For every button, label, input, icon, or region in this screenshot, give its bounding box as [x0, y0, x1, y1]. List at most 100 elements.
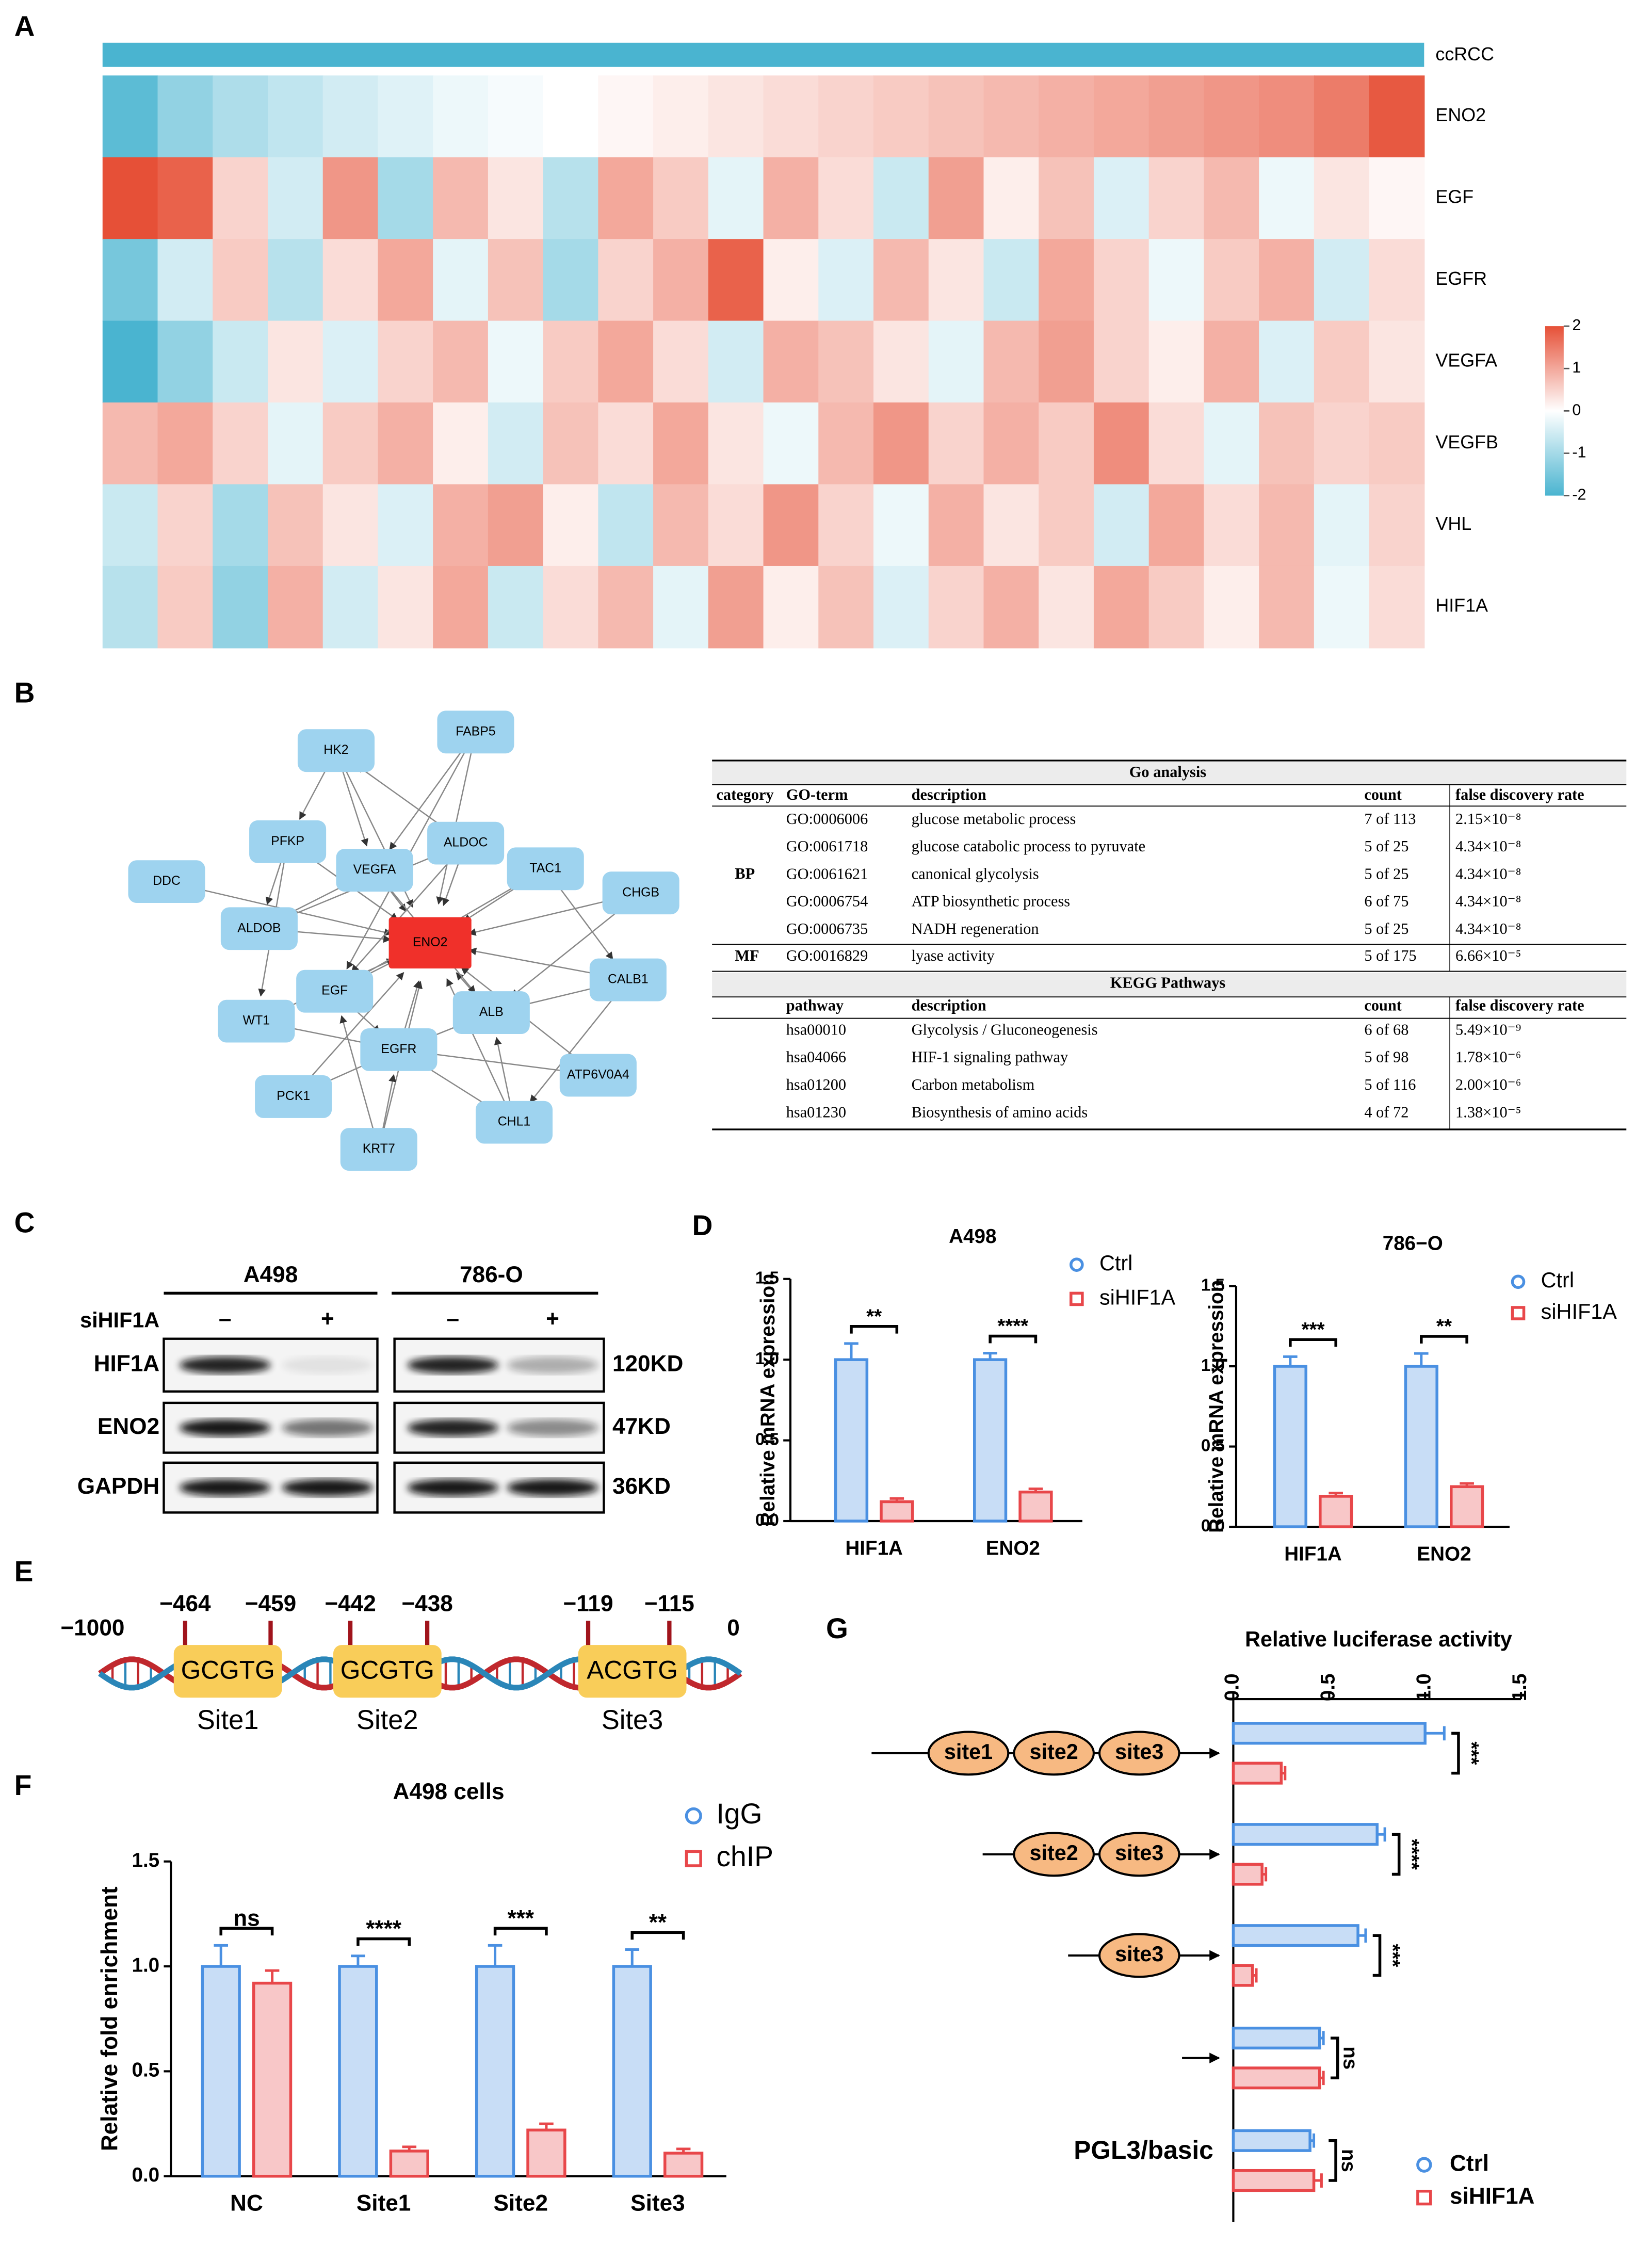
bar [1232, 2169, 1316, 2192]
heatmap-cell [1314, 484, 1370, 567]
heatmap-cell [267, 75, 323, 158]
error-bar [539, 2122, 554, 2130]
heatmap-cell [708, 157, 764, 240]
legend-marker [1416, 2157, 1432, 2173]
heatmap-cell [983, 320, 1040, 403]
node-label: WT1 [243, 1014, 270, 1028]
bar [338, 1965, 378, 2178]
significance: **** [997, 1315, 1028, 1337]
bar [1404, 1365, 1438, 1528]
heatmap-cell [213, 320, 269, 403]
heatmap-cell [763, 239, 819, 321]
x-tick-label: Site2 [493, 2191, 548, 2216]
heatmap-cell [1148, 75, 1205, 158]
blot-band [507, 1356, 598, 1374]
y-tick-label: 1.5 [132, 1849, 159, 1871]
table-cell: Glycolysis / Gluconeogenesis [912, 1021, 1098, 1038]
heatmap-cell [433, 239, 489, 321]
legend-marker [1070, 1257, 1084, 1272]
table-header: description [912, 786, 986, 803]
x-tick-label: 1.5 [1509, 1673, 1531, 1701]
bar [1273, 1365, 1307, 1528]
heatmap-cell [1148, 239, 1205, 321]
site-name: Site3 [602, 1705, 663, 1735]
site-label: site1 [944, 1740, 993, 1764]
heatmap-cell [378, 320, 434, 403]
site-ellipse [1098, 1731, 1180, 1776]
legend-marker [685, 1807, 702, 1824]
network-node [249, 820, 327, 863]
significance: *** [1301, 1319, 1324, 1341]
significance: ns [1339, 2046, 1362, 2070]
panel-letter: C [14, 1206, 35, 1238]
heatmap-cell [102, 402, 158, 485]
position-label: −464 [159, 1591, 211, 1617]
significance: ** [1436, 1316, 1452, 1338]
heatmap-cell [708, 75, 764, 158]
significance: *** [507, 1905, 534, 1931]
network-node [297, 729, 375, 772]
bar [612, 1965, 652, 2178]
heatmap-cell [983, 402, 1040, 485]
heatmap-cell [267, 320, 323, 403]
lane-label: + [546, 1306, 559, 1331]
table-cell: NADH regeneration [912, 920, 1039, 938]
network-node [475, 1101, 553, 1144]
heatmap-cell [157, 484, 214, 567]
size-label: 36KD [612, 1474, 671, 1499]
table-cell: lyase activity [912, 947, 995, 964]
bar [1232, 1722, 1427, 1745]
heatmap-cell [322, 484, 379, 567]
network-node [452, 991, 530, 1034]
network-node [360, 1028, 438, 1071]
node-label: VEGFA [353, 863, 396, 877]
table-cell: Carbon metabolism [912, 1076, 1035, 1093]
heatmap-cell [818, 75, 874, 158]
significance-bracket [1372, 1934, 1382, 1977]
heatmap-cell [928, 402, 984, 485]
panel-letter: D [692, 1209, 713, 1241]
blot-band [407, 1419, 499, 1436]
heatmap-cell [1259, 239, 1315, 321]
blot-band [179, 1479, 271, 1496]
heatmap-cell [322, 157, 379, 240]
heatmap-cell [1314, 402, 1370, 485]
heatmap-cell [763, 157, 819, 240]
heatmap-cell [378, 402, 434, 485]
x-tick-label: ENO2 [986, 1537, 1040, 1559]
heatmap-cell [543, 565, 599, 649]
heatmap-cell [1204, 320, 1260, 403]
heatmap-cell [1093, 157, 1149, 240]
annotation-bar [102, 42, 1424, 67]
heatmap-cell [543, 239, 599, 321]
table-cell: HIF-1 signaling pathway [912, 1048, 1068, 1066]
error-bar [1414, 1352, 1429, 1367]
heatmap-cell [267, 239, 323, 321]
heatmap-cell [102, 239, 158, 321]
network-node [296, 970, 374, 1013]
heatmap-cell [1259, 320, 1315, 403]
significance: **** [1401, 1839, 1423, 1870]
y-tick-label: 0.0 [1201, 1516, 1225, 1536]
significance-bracket [1330, 2037, 1339, 2080]
heatmap-cell [708, 320, 764, 403]
table-cell: 5 of 25 [1364, 920, 1408, 938]
heatmap-cell [322, 402, 379, 485]
table-cell: 5 of 98 [1364, 1048, 1408, 1066]
heatmap-cell [1148, 320, 1205, 403]
heatmap-cell [598, 320, 654, 403]
legend-marker [1416, 2189, 1432, 2206]
table-header: description [912, 997, 986, 1014]
y-tick-label: 1.0 [755, 1349, 779, 1368]
legend-marker [1070, 1291, 1084, 1306]
position-label: −115 [644, 1591, 694, 1617]
x-tick-label: Site3 [630, 2191, 685, 2216]
heatmap-cell [1039, 320, 1095, 403]
row-label: VEGFB [1435, 432, 1498, 453]
cell-line: 786-O [460, 1262, 523, 1287]
heatmap-cell [653, 157, 709, 240]
y-tick-label: 0.5 [132, 2059, 159, 2081]
x-tick-label: 0.5 [1317, 1673, 1339, 1701]
node-label: DDC [153, 874, 181, 888]
table-cell: 6 of 75 [1364, 893, 1408, 910]
